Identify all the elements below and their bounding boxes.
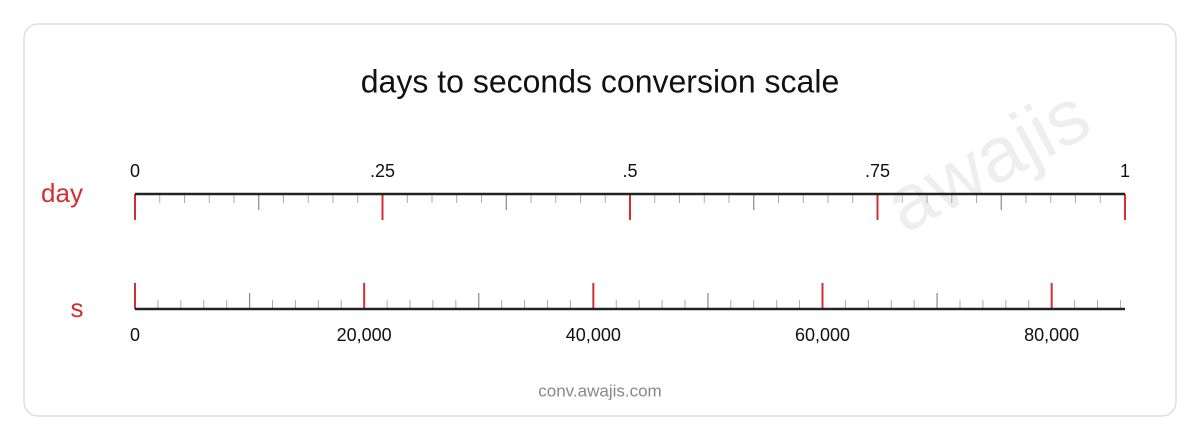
tick-label: 60,000 <box>795 325 850 345</box>
tick-label: 1 <box>1120 161 1130 181</box>
unit-label: s <box>71 293 84 323</box>
tick-label: 20,000 <box>337 325 392 345</box>
title: days to seconds conversion scale <box>361 63 839 99</box>
footer: conv.awajis.com <box>538 381 661 400</box>
tick-label: 40,000 <box>566 325 621 345</box>
tick-label: .25 <box>370 161 395 181</box>
tick-label: .75 <box>865 161 890 181</box>
tick-label: 0 <box>130 161 140 181</box>
tick-label: .5 <box>622 161 637 181</box>
tick-label: 0 <box>130 325 140 345</box>
card-border <box>23 23 1177 417</box>
tick-label: 80,000 <box>1024 325 1079 345</box>
unit-label: day <box>41 178 83 208</box>
